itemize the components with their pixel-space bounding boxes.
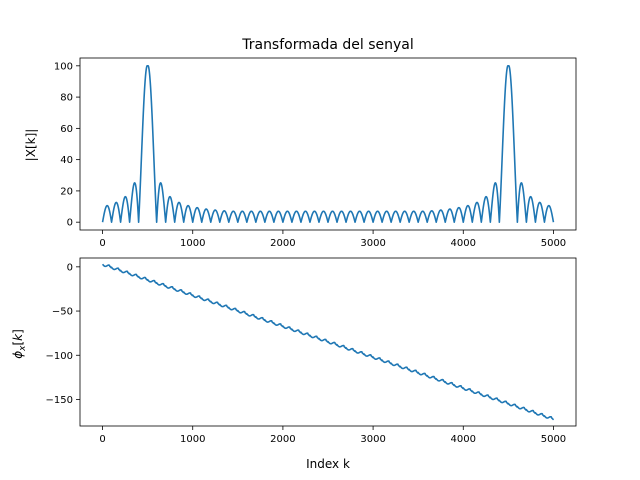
y-tick-label: −50 (52, 307, 73, 318)
magnitude-y-axis-label: |X[k]| (24, 129, 38, 162)
magnitude-ticks: 0 1000 2000 3000 4000 5000 0 20 40 60 80 100 (54, 61, 566, 249)
y-tick-label: 80 (60, 93, 73, 104)
x-tick-label: 5000 (541, 238, 566, 249)
y-tick-label: 40 (60, 155, 73, 166)
x-tick-label: 0 (99, 434, 105, 445)
phase-plot-frame (79, 257, 577, 427)
magnitude-plot-frame (79, 57, 577, 231)
x-tick-label: 5000 (541, 434, 566, 445)
y-tick-label: −150 (46, 395, 73, 406)
x-tick-label: 1000 (180, 434, 205, 445)
x-tick-label: 1000 (180, 238, 205, 249)
phase-ticks: 0 1000 2000 3000 4000 5000 0 −50 −100 −150 (46, 262, 567, 445)
magnitude-chart-title: Transformada del senyal (241, 37, 414, 53)
y-tick-label: 20 (60, 186, 73, 197)
x-tick-label: 2000 (270, 238, 295, 249)
y-tick-label: 100 (54, 61, 73, 72)
y-tick-label: 0 (67, 218, 73, 229)
magnitude-chart: Transformada del senyal |X[k]| 0 1000 2000… (24, 37, 577, 249)
phase-chart: ϕx[k] Index k 0 1000 2000 3000 4000 5000 0 −50 −… (11, 257, 577, 471)
x-tick-label: 3000 (360, 434, 385, 445)
x-tick-label: 4000 (451, 434, 476, 445)
phase-series-line (101, 263, 555, 421)
phase-y-axis-label: ϕx[k] (11, 329, 28, 359)
x-tick-label: 3000 (360, 238, 385, 249)
magnitude-series-line (101, 65, 555, 223)
x-tick-label: 4000 (451, 238, 476, 249)
y-tick-label: −100 (46, 351, 73, 362)
phase-x-axis-label: Index k (306, 457, 350, 471)
y-tick-label: 60 (60, 124, 73, 135)
x-tick-label: 2000 (270, 434, 295, 445)
x-tick-label: 0 (99, 238, 105, 249)
y-tick-label: 0 (67, 262, 73, 273)
